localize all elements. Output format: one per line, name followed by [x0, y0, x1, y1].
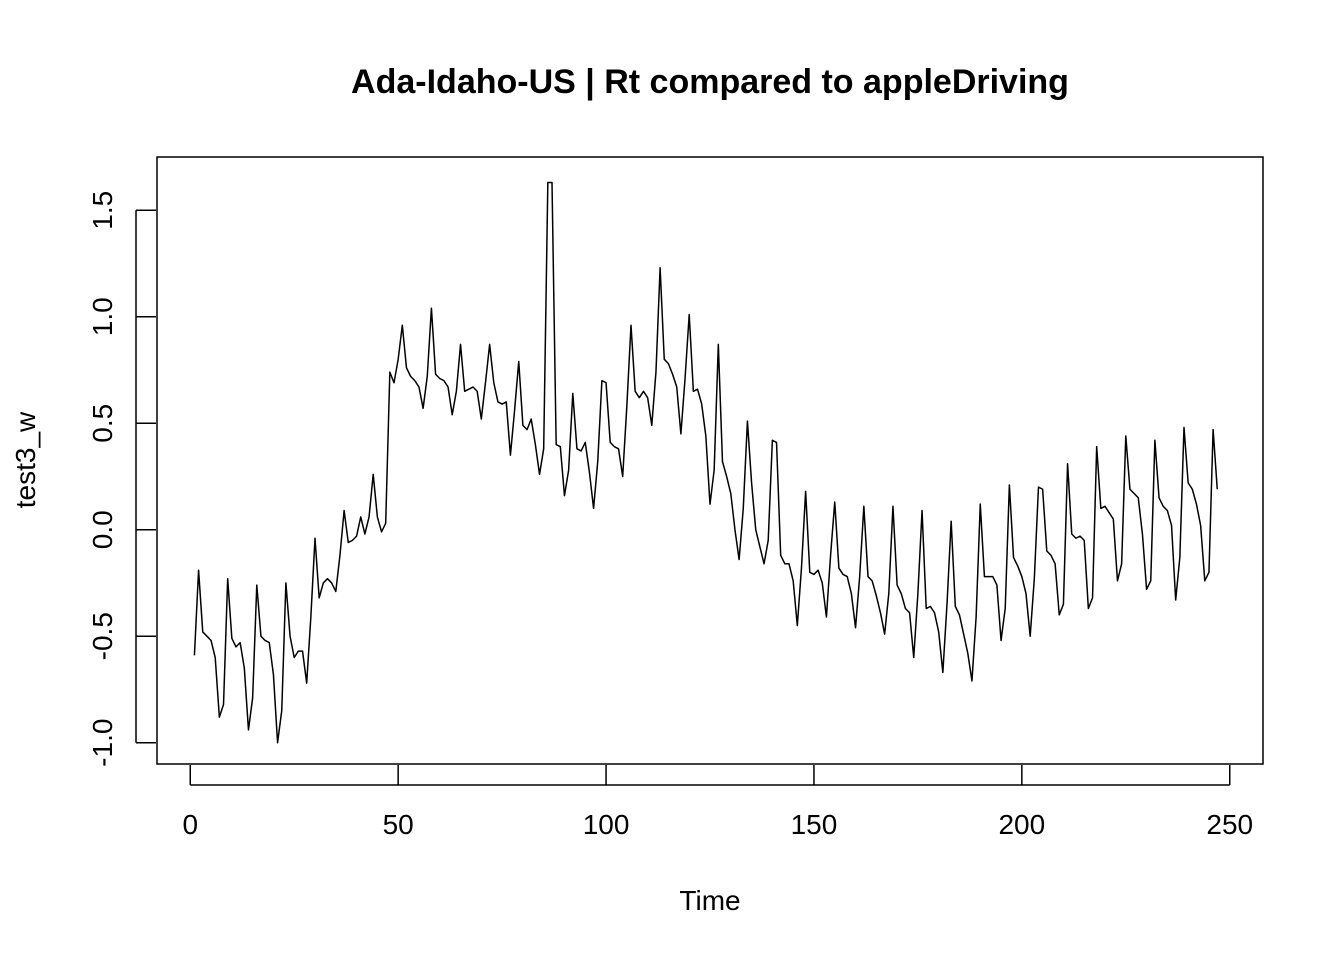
- y-axis: -1.0 -0.5 0.0 0.5 1.0 1.5: [87, 191, 156, 767]
- plot-area: [156, 156, 1264, 765]
- x-axis: 0 50 100 150 200 250: [182, 765, 1253, 840]
- x-axis-label: Time: [679, 885, 740, 916]
- y-tick-label: 0.5: [87, 404, 118, 443]
- x-tick-label: 250: [1206, 809, 1253, 840]
- y-tick-label: 0.0: [87, 510, 118, 549]
- y-tick-label: 1.0: [87, 297, 118, 336]
- x-tick-label: 50: [383, 809, 414, 840]
- x-tick-label: 150: [791, 809, 838, 840]
- x-tick-label: 0: [182, 809, 198, 840]
- series-line: [193, 181, 1219, 744]
- y-tick-label: -1.0: [87, 719, 118, 767]
- chart-title: Ada-Idaho-US | Rt compared to appleDrivi…: [351, 63, 1069, 101]
- x-tick-label: 200: [998, 809, 1045, 840]
- y-tick-label: -0.5: [87, 612, 118, 660]
- y-axis-label: test3_w: [10, 411, 41, 508]
- series-group: [193, 181, 1219, 744]
- y-tick-label: 1.5: [87, 191, 118, 230]
- x-tick-label: 100: [583, 809, 630, 840]
